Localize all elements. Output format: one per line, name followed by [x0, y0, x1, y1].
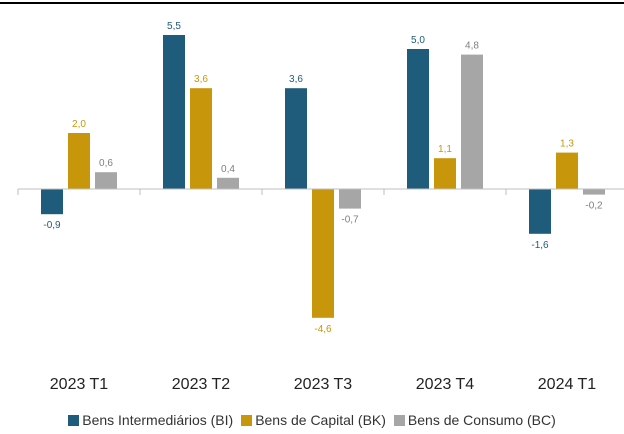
- legend-label: Bens de Capital (BK): [255, 412, 386, 428]
- x-tick-label: 2023 T3: [294, 376, 353, 393]
- chart: -0,9 2,0 0,6 2023 T1 5,5 3,6 0,4 2023 T2 3,6 -4,6…: [0, 2, 624, 393]
- data-label: 0,4: [221, 164, 235, 175]
- data-label: -4,6: [314, 324, 332, 335]
- bar: [163, 35, 185, 189]
- bar: [217, 177, 239, 189]
- x-tick-label: 2023 T2: [172, 376, 231, 393]
- data-label: 2,0: [72, 119, 86, 130]
- data-label: 1,1: [438, 144, 452, 155]
- bar: [556, 152, 578, 189]
- data-label: 4,8: [465, 41, 479, 52]
- bar: [95, 172, 117, 189]
- data-label: -1,6: [531, 240, 549, 251]
- legend-label: Bens Intermediários (BI): [82, 412, 234, 428]
- data-label: -0,7: [341, 215, 359, 226]
- bar: [407, 49, 429, 189]
- legend-label: Bens de Consumo (BC): [407, 412, 556, 428]
- bar: [41, 189, 63, 215]
- legend: Bens Intermediários (BI) Bens de Capital …: [0, 412, 624, 428]
- x-tick-label: 2023 T4: [416, 376, 475, 393]
- bar: [339, 189, 361, 209]
- bar: [461, 54, 483, 189]
- data-label: 3,6: [194, 74, 208, 85]
- bar: [583, 189, 605, 195]
- legend-swatch: [68, 414, 80, 426]
- data-label: 1,3: [560, 139, 574, 150]
- legend-item: Bens Intermediários (BI): [68, 412, 233, 428]
- legend-item: Bens de Consumo (BC): [393, 412, 556, 428]
- legend-swatch: [393, 414, 405, 426]
- data-label: 5,5: [167, 21, 181, 32]
- x-tick-label: 2023 T1: [50, 376, 109, 393]
- bar: [434, 158, 456, 189]
- bar: [312, 189, 334, 318]
- legend-item: Bens de Capital (BK): [241, 412, 386, 428]
- legend-swatch: [241, 414, 253, 426]
- bar: [285, 88, 307, 189]
- x-tick-label: 2024 T1: [538, 376, 597, 393]
- data-label: 3,6: [289, 74, 303, 85]
- data-label: -0,9: [43, 220, 61, 231]
- data-label: 0,6: [99, 158, 113, 169]
- bar: [68, 133, 90, 189]
- data-label: -0,2: [585, 201, 603, 212]
- bar: [529, 189, 551, 234]
- bar: [190, 88, 212, 189]
- data-label: 5,0: [411, 35, 425, 46]
